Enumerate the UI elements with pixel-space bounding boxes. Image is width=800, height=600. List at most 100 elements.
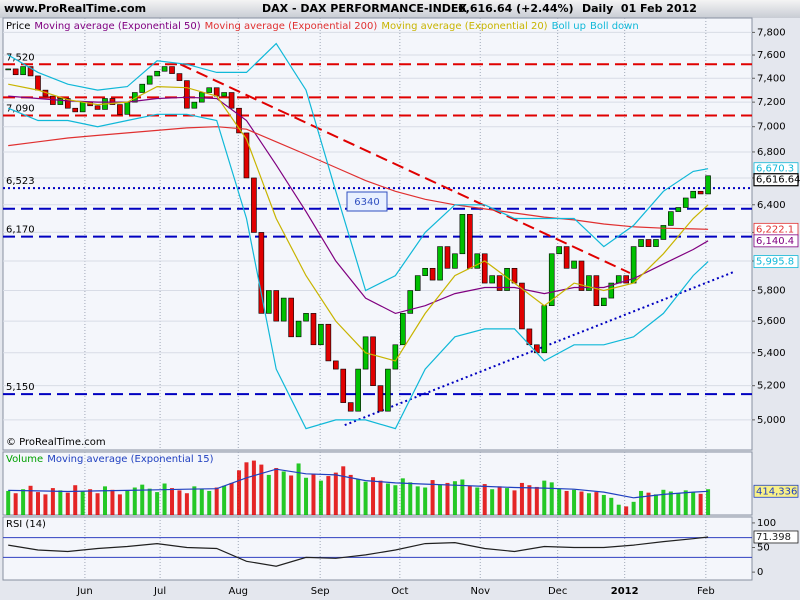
y-tick-label: 0 bbox=[757, 567, 763, 578]
candle bbox=[556, 246, 562, 255]
candle bbox=[593, 275, 600, 306]
indicator-line bbox=[8, 83, 709, 362]
candle bbox=[265, 290, 272, 314]
panel-title: RSI (14) bbox=[6, 519, 46, 530]
volume-bar bbox=[668, 491, 673, 515]
candle bbox=[571, 260, 577, 269]
volume-bar bbox=[244, 462, 249, 515]
legend-entry: Boll up bbox=[552, 21, 586, 32]
volume-bar bbox=[326, 476, 331, 515]
volume-bar bbox=[155, 492, 160, 515]
candle bbox=[407, 290, 414, 314]
plot-area bbox=[6, 460, 711, 515]
candle bbox=[176, 73, 183, 81]
candle bbox=[117, 104, 123, 115]
candle bbox=[392, 344, 399, 370]
candle bbox=[653, 239, 659, 247]
x-tick-label: Sep bbox=[311, 586, 330, 597]
x-tick-label: Feb bbox=[697, 586, 715, 597]
volume-bar bbox=[65, 492, 70, 515]
x-tick-label: Nov bbox=[470, 586, 490, 597]
candle bbox=[601, 297, 607, 306]
candle bbox=[608, 282, 615, 299]
candle bbox=[660, 225, 667, 240]
candle bbox=[444, 246, 451, 269]
candle bbox=[146, 75, 153, 85]
price-panel bbox=[2, 17, 753, 451]
candle bbox=[35, 75, 41, 91]
volume-bar bbox=[609, 497, 614, 515]
candle bbox=[355, 368, 361, 412]
y-tick-label: 50 bbox=[757, 543, 770, 554]
y-tick-label: 6,400 bbox=[757, 200, 786, 211]
volume-bar bbox=[378, 480, 383, 515]
volume-bar bbox=[400, 478, 405, 515]
candle bbox=[578, 260, 585, 291]
candle bbox=[638, 239, 644, 247]
y-tick-label: 5,200 bbox=[757, 381, 786, 392]
volume-bar bbox=[192, 486, 197, 515]
volume-bar bbox=[28, 485, 33, 515]
y-tick-label: 5,000 bbox=[757, 415, 786, 426]
x-tick-label: 2012 bbox=[611, 586, 639, 597]
volume-bar bbox=[95, 493, 100, 515]
candle bbox=[94, 105, 101, 110]
volume-bar bbox=[430, 480, 435, 515]
y-tick-label: 7,200 bbox=[757, 97, 786, 108]
candle bbox=[228, 92, 235, 109]
volume-average bbox=[8, 468, 709, 499]
candle bbox=[586, 275, 592, 291]
volume-bar bbox=[103, 486, 108, 515]
volume-bar bbox=[594, 492, 599, 515]
volume-bar bbox=[616, 504, 621, 515]
legend: Price Moving average (Exponential 50) Movi… bbox=[6, 21, 639, 32]
candle bbox=[563, 246, 570, 269]
candle bbox=[221, 92, 227, 97]
volume-bar bbox=[549, 482, 554, 515]
candle bbox=[675, 207, 682, 212]
volume-bar bbox=[132, 487, 137, 515]
candle bbox=[519, 282, 525, 330]
site-name[interactable]: www.ProRealTime.com bbox=[4, 2, 146, 15]
volume-bar bbox=[43, 494, 48, 515]
volume-bar bbox=[73, 485, 78, 515]
legend-entry: Volume bbox=[6, 454, 43, 465]
candle bbox=[206, 87, 213, 93]
value-label-box bbox=[753, 530, 799, 544]
level-label: 7,090 bbox=[6, 104, 35, 115]
volume-bar bbox=[170, 488, 175, 515]
volume-bar bbox=[527, 485, 532, 515]
volume-bar bbox=[199, 489, 204, 515]
volume-bar bbox=[534, 486, 539, 515]
copyright: © ProRealTime.com bbox=[6, 437, 106, 448]
value-label: 5,995.8 bbox=[756, 257, 794, 268]
candle bbox=[429, 267, 436, 281]
legend-entry: Moving average (Exponential 50) bbox=[34, 21, 200, 32]
candle bbox=[236, 107, 242, 134]
plot-area bbox=[3, 537, 752, 558]
volume-bar bbox=[445, 482, 450, 515]
volume-bar bbox=[706, 489, 711, 515]
volume-bar bbox=[110, 489, 115, 515]
candle bbox=[422, 267, 428, 276]
volume-bar bbox=[691, 492, 696, 515]
candle bbox=[20, 66, 26, 76]
volume-bar bbox=[162, 483, 167, 515]
header-bar bbox=[0, 0, 800, 18]
indicator-line bbox=[8, 126, 709, 230]
candle bbox=[437, 246, 443, 281]
legend-entry: Moving average (Exponential 15) bbox=[47, 454, 213, 465]
y-tick-label: 100 bbox=[757, 518, 776, 529]
legend: Volume Moving average (Exponential 15) bbox=[6, 454, 214, 465]
value-label-box bbox=[753, 173, 799, 187]
volume-bar bbox=[490, 489, 495, 515]
x-tick-label: Aug bbox=[229, 586, 249, 597]
volume-bar bbox=[304, 477, 309, 515]
candle bbox=[548, 253, 555, 306]
candle bbox=[511, 267, 518, 284]
candle bbox=[541, 305, 548, 354]
volume-bar bbox=[50, 488, 55, 515]
candle bbox=[303, 313, 309, 322]
candle bbox=[481, 253, 488, 284]
